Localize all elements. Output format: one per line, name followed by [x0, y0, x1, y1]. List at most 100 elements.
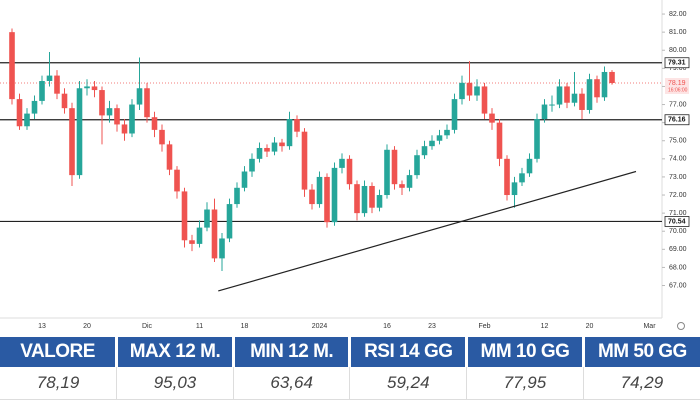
candle-body	[24, 113, 30, 127]
value-cell: 95,03	[116, 367, 234, 400]
value-cell: 59,24	[349, 367, 468, 400]
candle-body	[226, 204, 233, 239]
candle-body	[549, 104, 555, 106]
y-tick-label: 82.00	[669, 11, 687, 18]
level-label: 70.54	[668, 218, 686, 225]
candle-body	[474, 86, 480, 96]
candle-body	[114, 108, 120, 125]
x-tick-label: 12	[541, 323, 549, 330]
candle-body	[196, 227, 203, 244]
value-cell: 78,19	[0, 367, 118, 400]
candle-body	[181, 191, 188, 241]
candle-body	[519, 173, 525, 183]
header-cell: MM 50 GG	[583, 337, 700, 367]
x-tick-label: 16	[383, 323, 391, 330]
candle-body	[369, 185, 375, 208]
candle-body	[556, 86, 563, 105]
candle-body	[189, 240, 195, 244]
candle-body	[414, 155, 420, 176]
header-row: VALORE MAX 12 M. MIN 12 M. RSI 14 GG MM …	[0, 337, 700, 367]
candle-body	[234, 187, 240, 205]
y-tick-label: 79.00	[669, 65, 687, 72]
candle-body	[534, 119, 540, 159]
level-label-box	[664, 57, 690, 69]
candle-body	[166, 144, 173, 170]
value-cell: 77,95	[466, 367, 584, 400]
candle-body	[496, 122, 503, 159]
candle-body	[106, 108, 113, 116]
candle-body	[376, 195, 383, 208]
candle-body	[489, 113, 495, 123]
candle-body	[421, 146, 428, 156]
last-price-box	[665, 78, 689, 95]
candle-body	[294, 119, 300, 132]
candle-body	[579, 93, 585, 110]
y-tick-label: 72.00	[669, 192, 687, 199]
candle-body	[594, 79, 600, 98]
candle-body	[324, 176, 330, 223]
candle-body	[136, 88, 143, 105]
candle-body	[91, 86, 98, 91]
candle-body	[309, 189, 315, 205]
y-tick-label: 70.00	[669, 228, 687, 235]
candle-body	[601, 71, 608, 98]
candle-body	[459, 82, 465, 100]
candle-body	[316, 176, 323, 205]
y-tick-label: 67.00	[669, 282, 687, 289]
x-tick-label: 13	[38, 323, 46, 330]
candle-body	[211, 209, 218, 259]
candle-body	[129, 104, 135, 134]
header-cell: MIN 12 M.	[233, 337, 352, 367]
candle-body	[61, 93, 68, 109]
candle-body	[301, 131, 308, 190]
value-cell: 74,29	[583, 367, 700, 400]
y-tick-label: 73.00	[669, 174, 687, 181]
stats-table: VALORE MAX 12 M. MIN 12 M. RSI 14 GG MM …	[0, 337, 700, 400]
settings-icon[interactable]	[677, 322, 685, 330]
candle-body	[264, 147, 270, 152]
candle-body	[444, 129, 450, 136]
candle-body	[151, 117, 158, 130]
x-tick-label: 2024	[312, 323, 328, 330]
header-cell: RSI 14 GG	[349, 337, 469, 367]
candle-body	[346, 158, 353, 185]
last-time-label: 16:06:00	[668, 87, 688, 93]
candle-body	[76, 88, 83, 176]
x-tick-label: 20	[83, 323, 91, 330]
level-label: 76.16	[668, 117, 686, 124]
candle-body	[609, 71, 615, 84]
y-tick-label: 71.00	[669, 210, 687, 217]
candle-body	[174, 169, 180, 192]
candle-body	[331, 167, 338, 223]
candle-body	[31, 100, 38, 114]
candle-body	[391, 149, 398, 185]
x-tick-label: 23	[428, 323, 436, 330]
candle-body	[39, 81, 45, 101]
candle-body	[121, 124, 128, 134]
candle-body	[286, 119, 293, 147]
candle-body	[241, 171, 248, 188]
candle-body	[429, 140, 435, 147]
candle-body	[361, 185, 368, 214]
header-cell: VALORE	[0, 337, 119, 367]
header-cell: MM 10 GG	[466, 337, 585, 367]
y-tick-label: 69.00	[669, 246, 687, 253]
candle-body	[339, 158, 345, 168]
candle-body	[399, 184, 405, 188]
candle-body	[159, 129, 165, 145]
candle-body	[256, 147, 263, 159]
level-label-box	[664, 216, 690, 227]
candle-body	[451, 99, 458, 130]
candle-body	[436, 135, 443, 141]
candle-body	[16, 99, 23, 127]
candle-body	[481, 86, 488, 114]
x-tick-label: Feb	[478, 323, 490, 330]
candle-body	[279, 142, 285, 147]
x-tick-label: 20	[586, 323, 594, 330]
candle-body	[564, 86, 570, 103]
candle-body	[84, 86, 90, 89]
candle-body	[54, 75, 60, 94]
value-cell: 63,64	[233, 367, 351, 400]
candle-body	[144, 88, 150, 118]
